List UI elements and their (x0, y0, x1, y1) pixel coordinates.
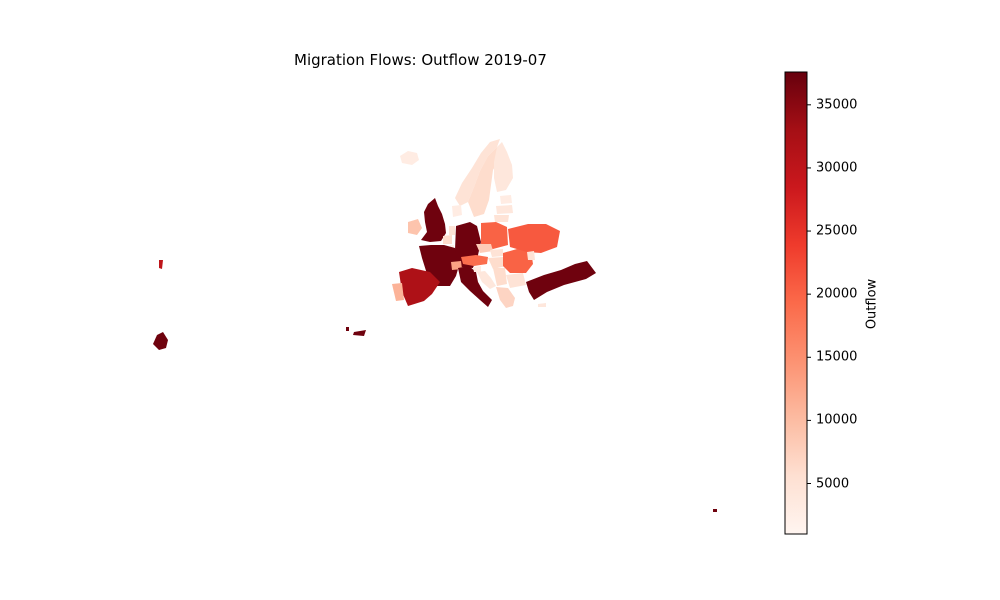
colorbar-tick-label: 20000 (816, 286, 858, 302)
region-croatia (477, 271, 496, 289)
region-belgium (443, 235, 452, 244)
colorbar-tick-label: 30000 (816, 160, 858, 176)
region-estonia (500, 195, 512, 204)
colorbar (784, 71, 811, 535)
colorbar-ticks (807, 104, 811, 485)
colorbar-label: Outflow (864, 278, 880, 330)
region-moldova (527, 251, 535, 260)
region-turkey (526, 261, 596, 300)
region-hungary (488, 257, 506, 269)
region-serbia (493, 268, 507, 286)
chart-title: Migration Flows: Outflow 2019-07 (294, 51, 547, 69)
region-lithuania (494, 215, 509, 222)
colorbar-tick-label: 10000 (816, 412, 858, 428)
region-cyprus (538, 303, 546, 307)
region-ukraine (508, 224, 560, 253)
region-denmark (452, 205, 462, 217)
colorbar-tick-label: 5000 (816, 476, 850, 491)
region-united-kingdom (421, 198, 446, 242)
region-slovakia (490, 249, 503, 257)
region-austria (461, 255, 488, 266)
region-greece (496, 287, 515, 308)
region-reunion (713, 509, 717, 512)
region-ireland (408, 219, 422, 235)
region-sweden (468, 147, 500, 217)
region-switzerland (451, 261, 462, 270)
region-norway (455, 139, 500, 206)
region-bulgaria (506, 273, 526, 288)
region-latvia (496, 205, 513, 214)
region-canary-islands (153, 332, 168, 350)
map-regions (153, 139, 717, 512)
region-malta (346, 327, 349, 331)
colorbar-tick-label: 15000 (816, 349, 858, 365)
region-madeira (353, 330, 366, 336)
region-italy (458, 266, 492, 307)
region-netherlands (449, 226, 455, 235)
region-finland (494, 142, 513, 192)
region-poland (481, 222, 508, 249)
colorbar-gradient (784, 71, 808, 535)
region-iceland (400, 151, 419, 165)
colorbar-tick-label: 35000 (816, 97, 858, 113)
colorbar-tick-label: 25000 (816, 223, 858, 239)
region-romania (503, 249, 533, 273)
region-portugal (392, 283, 404, 301)
region-azores (159, 260, 163, 269)
region-slovenia (473, 266, 481, 272)
region-spain (399, 268, 440, 306)
region-czechia (476, 244, 493, 253)
